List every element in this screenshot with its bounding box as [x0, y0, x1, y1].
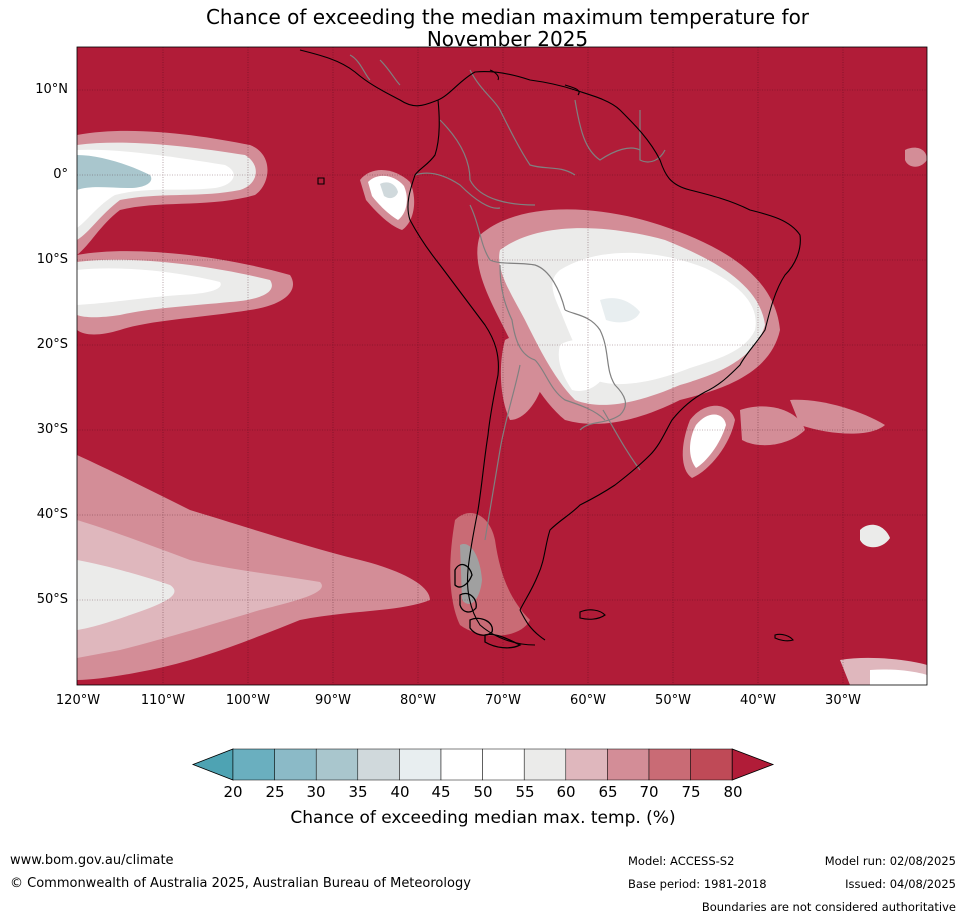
colorbar-tick-60: 60	[556, 783, 576, 801]
lon-label-50w: 50°W	[655, 693, 691, 708]
lon-label-40w: 40°W	[740, 693, 776, 708]
lon-label-80w: 80°W	[400, 693, 436, 708]
lon-label-110w: 110°W	[140, 693, 186, 708]
lat-label-40s: 40°S	[36, 507, 68, 522]
lon-label-100w: 100°W	[225, 693, 271, 708]
lat-label-30s: 30°S	[36, 422, 68, 437]
map-content	[77, 47, 927, 685]
tierra-del-fuego	[454, 563, 522, 649]
lon-label-120w: 120°W	[55, 693, 101, 708]
colorbar-swatch	[523, 748, 567, 781]
lon-label-30w: 30°W	[825, 693, 861, 708]
lat-label-50s: 50°S	[36, 592, 68, 607]
colorbar-tick-65: 65	[598, 783, 618, 801]
graticule	[77, 47, 927, 685]
colorbar-extend-high	[731, 748, 775, 781]
lat-label-0: 0°	[53, 167, 68, 182]
colorbar-swatch	[648, 748, 691, 781]
colorbar-swatch	[440, 748, 483, 781]
pacific-south-band	[77, 251, 294, 335]
colorbar-tick-55: 55	[515, 783, 535, 801]
footer-issued: Issued: 04/08/2025	[845, 877, 956, 891]
south-pacific-anomaly	[77, 455, 927, 685]
map-frame	[76, 46, 928, 686]
lat-label-10n: 10°N	[35, 82, 68, 97]
lat-label-10s: 10°S	[36, 252, 68, 267]
colorbar-tick-25: 25	[265, 783, 285, 801]
colorbar-swatch	[274, 748, 317, 781]
footer-disclaimer: Boundaries are not considered authoritat…	[701, 900, 956, 914]
footer-model-run: Model run: 02/08/2025	[824, 854, 956, 868]
colorbar-swatch	[482, 748, 525, 781]
lon-label-70w: 70°W	[485, 693, 521, 708]
colorbar-tick-20: 20	[223, 783, 243, 801]
footer-model: Model: ACCESS-S2	[628, 854, 735, 868]
colorbar-tick-30: 30	[306, 783, 326, 801]
colorbar-swatch	[232, 748, 275, 781]
pacific-equatorial-band	[77, 130, 268, 255]
country-borders	[349, 54, 666, 541]
lon-label-60w: 60°W	[570, 693, 606, 708]
colorbar-swatch	[315, 748, 359, 781]
footer-url: www.bom.gov.au/climate	[10, 853, 174, 868]
galapagos-cool-spot	[360, 170, 415, 230]
map-title-line1: Chance of exceeding the median maximum t…	[205, 5, 810, 29]
colorbar-extend-low	[191, 748, 234, 781]
colorbar-label: Chance of exceeding median max. temp. (%…	[290, 808, 676, 828]
brazil-interior-anomaly	[477, 209, 780, 424]
footer-copyright: © Commonwealth of Australia 2025, Austra…	[10, 876, 471, 891]
colorbar-swatch	[357, 748, 400, 781]
colorbar-tick-50: 50	[473, 783, 493, 801]
south-atlantic-spot	[682, 147, 927, 548]
colorbar-swatch	[690, 748, 733, 781]
footer-base-period: Base period: 1981-2018	[628, 877, 767, 891]
coastlines	[299, 49, 801, 646]
colorbar-tick-70: 70	[639, 783, 659, 801]
colorbar	[191, 748, 775, 781]
colorbar-tick-75: 75	[681, 783, 701, 801]
colorbar-tick-40: 40	[390, 783, 410, 801]
colorbar-tick-45: 45	[431, 783, 451, 801]
colorbar-swatch	[565, 748, 608, 781]
colorbar-swatch	[607, 748, 650, 781]
colorbar-swatch	[399, 748, 442, 781]
colorbar-tick-80: 80	[723, 783, 743, 801]
lon-label-90w: 90°W	[315, 693, 351, 708]
lat-label-20s: 20°S	[36, 337, 68, 352]
map-title-line2: November 2025	[426, 27, 589, 51]
colorbar-tick-35: 35	[348, 783, 368, 801]
